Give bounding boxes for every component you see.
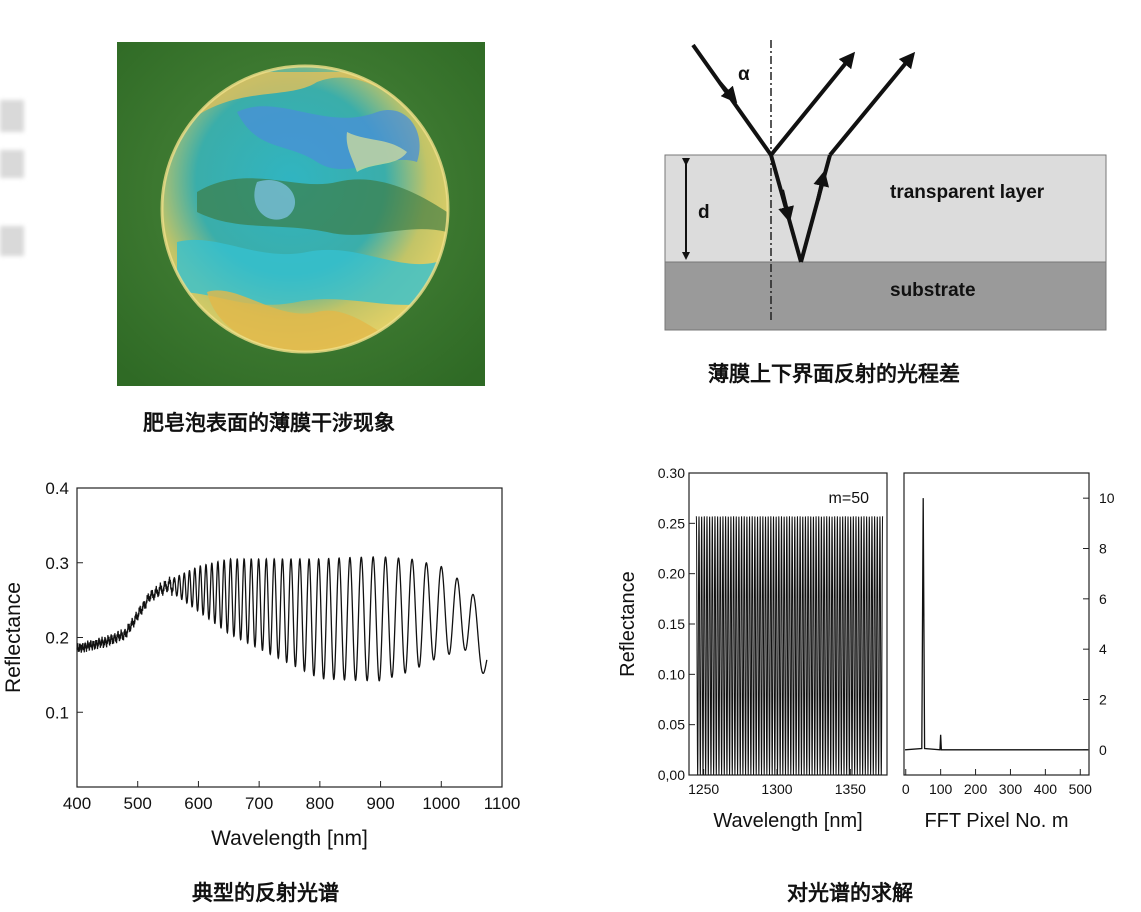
x-tick-label: 900 xyxy=(366,794,394,813)
incident-ray xyxy=(691,43,773,157)
reflected-ray-2 xyxy=(828,51,916,157)
x-tick-label: 1250 xyxy=(688,781,719,797)
fft-y-tick-label: 4 xyxy=(1099,641,1107,657)
fft-y-tick-label: 10 xyxy=(1099,490,1115,506)
angle-label: α xyxy=(738,64,750,85)
thickness-label: d xyxy=(698,202,710,223)
x-axis-label: Wavelength [nm] xyxy=(713,810,862,832)
spectrum-line xyxy=(76,556,488,682)
y-tick-label: 0.25 xyxy=(658,515,685,531)
fft-x-tick-label: 200 xyxy=(964,781,988,797)
layer-label: transparent layer xyxy=(890,182,1045,203)
x-tick-label: 700 xyxy=(245,794,273,813)
fft-x-tick-label: 300 xyxy=(999,781,1023,797)
x-tick-label: 1300 xyxy=(761,781,792,797)
x-tick-label: 600 xyxy=(184,794,212,813)
substrate-label: substrate xyxy=(890,280,976,301)
annotation-m50: m=50 xyxy=(829,490,870,507)
fft-y-tick-label: 8 xyxy=(1099,541,1107,557)
y-tick-label: 0.1 xyxy=(45,703,69,722)
fft-y-tick-label: 6 xyxy=(1099,591,1107,607)
plot-frame xyxy=(76,487,503,788)
solution-caption: 对光谱的求解 xyxy=(787,881,913,905)
thin-film-diagram: α d transparent layer substrate xyxy=(660,40,1110,340)
y-tick-label: 0.4 xyxy=(45,479,69,498)
y-tick-label: 0.15 xyxy=(658,616,685,632)
transparent-layer xyxy=(664,154,1107,263)
solution-charts: 1250 1300 1350 0,00 0.05 0.10 0.15 0.20 0.25 0.30… xyxy=(600,455,1141,840)
reflected-ray-1 xyxy=(769,51,856,157)
bubble-caption: 肥皂泡表面的薄膜干涉现象 xyxy=(143,411,395,435)
blurred-margin-mark xyxy=(0,100,24,132)
blurred-margin-mark xyxy=(0,226,24,256)
fringe-line xyxy=(695,516,884,776)
y-tick-label: 0.10 xyxy=(658,666,685,682)
x-axis-label: Wavelength [nm] xyxy=(211,827,368,850)
diagram-caption: 薄膜上下界面反射的光程差 xyxy=(708,362,960,386)
y-tick-label: 0.05 xyxy=(658,717,685,733)
fft-x-tick-label: 0 xyxy=(902,781,910,797)
fft-plot-frame xyxy=(903,472,1090,776)
fft-y-tick-label: 2 xyxy=(1099,692,1107,708)
y-axis-label: Reflectance xyxy=(617,571,639,677)
x-tick-label: 400 xyxy=(63,794,91,813)
fft-x-tick-label: 500 xyxy=(1069,781,1093,797)
x-tick-label: 1100 xyxy=(484,794,521,813)
fft-x-tick-label: 100 xyxy=(929,781,953,797)
spectrum-caption: 典型的反射光谱 xyxy=(192,881,339,905)
x-tick-label: 1350 xyxy=(835,781,866,797)
fft-y-tick-label: 0 xyxy=(1099,742,1107,758)
blurred-margin-mark xyxy=(0,150,24,178)
x-tick-label: 800 xyxy=(306,794,334,813)
fft-x-axis-label: FFT Pixel No. m xyxy=(924,810,1068,832)
y-tick-label: 0.30 xyxy=(658,465,685,481)
fft-x-tick-label: 400 xyxy=(1034,781,1058,797)
typical-spectrum-chart: 400 500 600 700 800 900 1000 1100 0.1 0.2 0.3 0.4 Wa… xyxy=(0,470,560,860)
y-axis-label: Reflectance xyxy=(2,582,25,693)
soap-bubble-photo xyxy=(117,42,485,386)
substrate-layer xyxy=(664,261,1107,331)
y-tick-label: 0.2 xyxy=(45,629,69,648)
y-tick-label: 0,00 xyxy=(658,767,685,783)
x-tick-label: 500 xyxy=(124,794,152,813)
y-tick-label: 0.3 xyxy=(45,554,69,573)
y-tick-label: 0.20 xyxy=(658,566,685,582)
fft-line xyxy=(904,498,1088,751)
x-tick-label: 1000 xyxy=(422,794,460,813)
